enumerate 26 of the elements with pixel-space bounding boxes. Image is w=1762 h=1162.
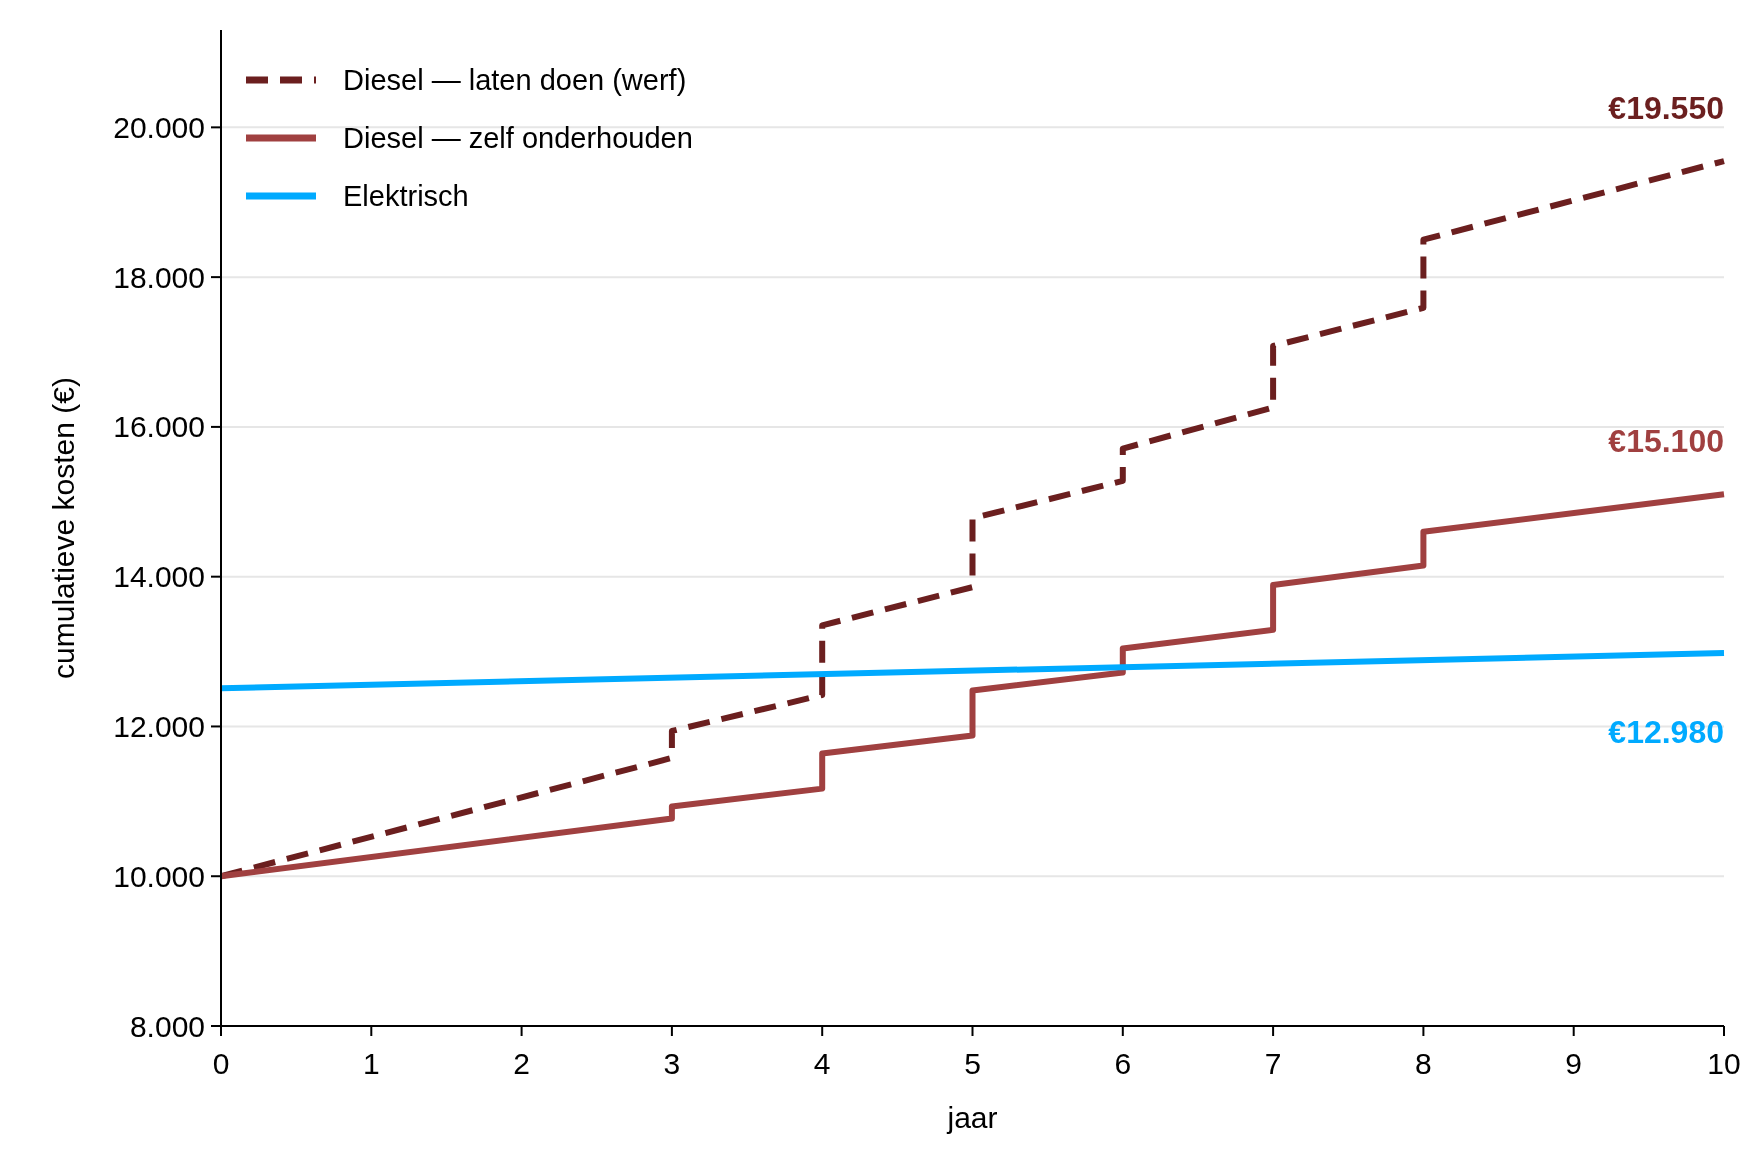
legend-label: Diesel — laten doen (werf) — [343, 64, 687, 97]
y-tick-label: 14.000 — [113, 560, 205, 594]
x-tick-label: 9 — [1565, 1047, 1583, 1080]
legend-label: Elektrisch — [343, 180, 469, 213]
x-tick-label: 2 — [513, 1047, 530, 1080]
y-tick-label: 20.000 — [113, 110, 205, 144]
y-tick-label: 16.000 — [113, 410, 205, 444]
x-tick-label: 5 — [964, 1047, 981, 1080]
x-tick-label: 6 — [1114, 1047, 1132, 1080]
y-tick-label: 12.000 — [113, 709, 205, 743]
x-tick-label: 7 — [1264, 1047, 1282, 1080]
x-tick-label: 4 — [813, 1047, 831, 1080]
legend-label: Diesel — zelf onderhouden — [343, 122, 693, 155]
annotation: €12.980 — [1608, 714, 1724, 751]
x-tick-label: 1 — [362, 1047, 380, 1080]
annotation: €19.550 — [1608, 90, 1724, 127]
y-tick-label: 10.000 — [113, 859, 205, 893]
y-tick-label: 8.000 — [129, 1009, 205, 1043]
x-tick-label: 10 — [1707, 1047, 1741, 1080]
annotation: €15.100 — [1608, 423, 1724, 460]
x-tick-label: 3 — [663, 1047, 681, 1080]
x-axis-title: jaar — [946, 1101, 998, 1134]
x-tick-label: 8 — [1415, 1047, 1432, 1080]
y-axis-title: cumulatieve kosten (€) — [47, 377, 80, 679]
x-tick-label: 0 — [212, 1047, 230, 1080]
y-tick-label: 18.000 — [113, 260, 205, 294]
